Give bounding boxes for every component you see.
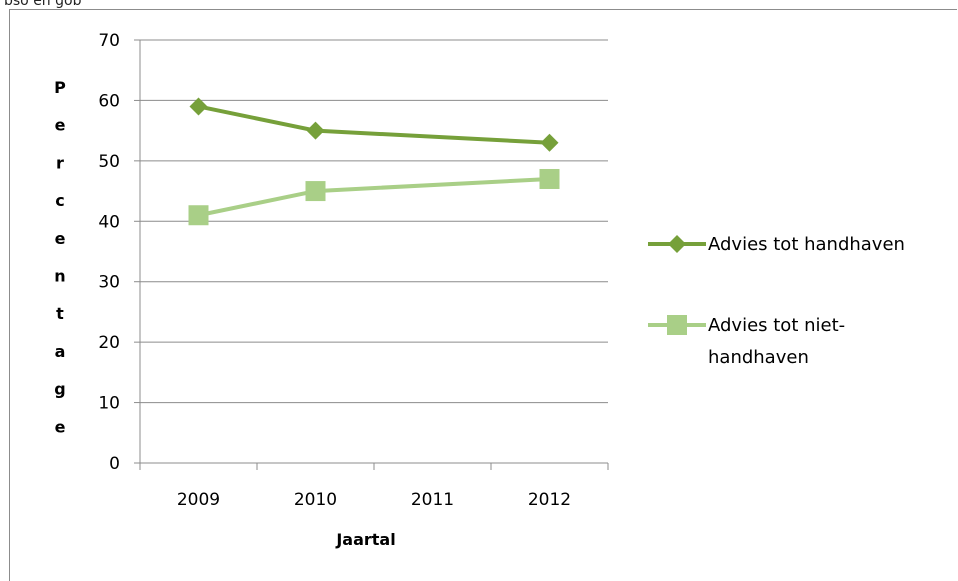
y-axis-title-letter: r xyxy=(56,153,64,172)
legend: Advies tot handhaven Advies tot niet-hand… xyxy=(648,234,905,368)
y-axis-title-letter: P xyxy=(54,78,66,97)
y-axis-title-letter: n xyxy=(54,267,65,286)
y-axis-title-letter: a xyxy=(55,342,66,361)
legend-label: Advies tot niet- xyxy=(708,315,845,336)
data-point xyxy=(188,205,209,226)
legend-entry: Advies tot niet-handhaven xyxy=(648,315,845,368)
data-point xyxy=(667,315,687,335)
x-tick-label: 2009 xyxy=(177,490,220,510)
gridlines xyxy=(140,39,608,404)
y-axis-title-letter: e xyxy=(55,229,66,248)
legend-label: handhaven xyxy=(708,347,809,368)
data-point xyxy=(540,133,559,152)
y-axis-title-letter: t xyxy=(56,304,64,323)
data-point xyxy=(668,235,686,253)
chart-frame xyxy=(9,9,957,581)
y-tick-label: 70 xyxy=(98,31,120,51)
data-point xyxy=(539,168,560,189)
data-point xyxy=(189,97,208,116)
axes xyxy=(139,40,608,464)
series-group xyxy=(188,97,560,226)
y-axis-title-letter: g xyxy=(54,380,65,399)
series xyxy=(188,168,560,226)
x-axis-ticks: 2009 2010 2011 2012 xyxy=(139,463,609,510)
chart-caption: bso en gob xyxy=(4,0,82,9)
y-tick-label: 30 xyxy=(98,273,120,293)
y-tick-label: 40 xyxy=(98,212,120,232)
legend-entry: Advies tot handhaven xyxy=(648,234,905,255)
x-tick-label: 2011 xyxy=(411,490,454,510)
y-axis-ticks: 0 10 20 30 40 50 60 70 xyxy=(98,31,140,474)
data-point xyxy=(306,121,325,140)
y-axis-title-letter: e xyxy=(55,417,66,436)
series xyxy=(189,97,559,152)
y-tick-label: 50 xyxy=(98,152,120,172)
y-tick-label: 60 xyxy=(98,91,120,111)
y-axis-title-letter: e xyxy=(55,116,66,135)
series-line xyxy=(198,176,550,218)
x-axis-title: Jaartal xyxy=(335,530,395,549)
x-tick-label: 2012 xyxy=(528,490,571,510)
y-tick-label: 10 xyxy=(98,394,120,414)
y-axis-title-letter: c xyxy=(55,191,64,210)
y-tick-label: 20 xyxy=(98,333,120,353)
x-tick-label: 2010 xyxy=(294,490,337,510)
data-point xyxy=(305,181,326,202)
legend-label: Advies tot handhaven xyxy=(708,234,905,255)
series-line xyxy=(198,104,550,145)
y-tick-label: 0 xyxy=(109,454,120,474)
